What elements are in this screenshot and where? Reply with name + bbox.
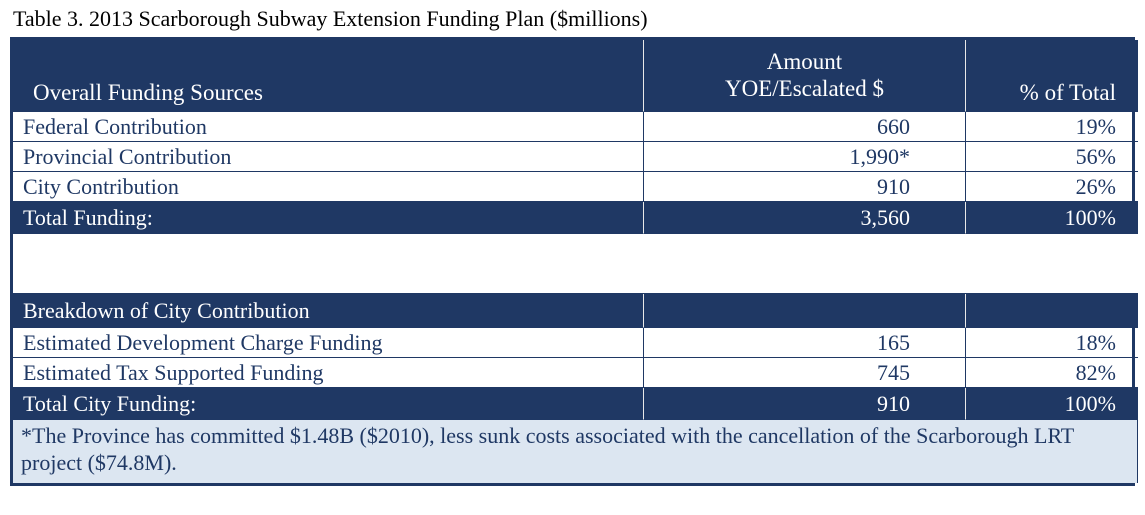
amount-city-contribution: 910 <box>644 172 966 202</box>
total-city-funding-amount: 910 <box>644 388 966 420</box>
pct-development-charge-funding: 18% <box>966 328 1138 358</box>
amount-development-charge-funding: 165 <box>644 328 966 358</box>
total-city-funding-pct: 100% <box>966 388 1138 420</box>
column-header-amount-line2: YOE/Escalated $ <box>724 75 885 101</box>
table-caption: Table 3. 2013 Scarborough Subway Extensi… <box>13 6 648 31</box>
empty-spacer-row <box>13 234 1138 294</box>
total-funding-pct: 100% <box>966 202 1138 234</box>
pct-provincial-contribution: 56% <box>966 142 1138 172</box>
pct-city-contribution: 26% <box>966 172 1138 202</box>
amount-provincial-contribution: 1,990* <box>644 142 966 172</box>
row-label-provincial-contribution: Provincial Contribution <box>13 142 644 172</box>
total-funding-amount: 3,560 <box>644 202 966 234</box>
breakdown-section-header: Breakdown of City Contribution <box>13 294 644 328</box>
column-header-pct-label: % of Total <box>1019 79 1116 105</box>
total-funding-label: Total Funding: <box>13 202 644 234</box>
breakdown-section-header-empty-amount <box>644 294 966 328</box>
column-header-sources-label: Overall Funding Sources <box>33 79 263 105</box>
breakdown-section-header-empty-pct <box>966 294 1138 328</box>
row-label-city-contribution: City Contribution <box>13 172 644 202</box>
column-header-sources: Overall Funding Sources <box>13 40 644 112</box>
amount-tax-supported-funding: 745 <box>644 358 966 388</box>
amount-federal-contribution: 660 <box>644 112 966 142</box>
total-city-funding-label: Total City Funding: <box>13 388 644 420</box>
funding-table: Overall Funding Sources Amount YOE/Escal… <box>10 37 1138 486</box>
pct-tax-supported-funding: 82% <box>966 358 1138 388</box>
row-label-federal-contribution: Federal Contribution <box>13 112 644 142</box>
pct-federal-contribution: 19% <box>966 112 1138 142</box>
row-label-development-charge-funding: Estimated Development Charge Funding <box>13 328 644 358</box>
column-header-pct-of-total: % of Total <box>966 40 1138 112</box>
row-label-tax-supported-funding: Estimated Tax Supported Funding <box>13 358 644 388</box>
footnote: *The Province has committed $1.48B ($201… <box>13 420 1138 483</box>
column-header-amount: Amount YOE/Escalated $ <box>644 40 966 112</box>
column-header-amount-line1: Amount <box>766 49 843 75</box>
